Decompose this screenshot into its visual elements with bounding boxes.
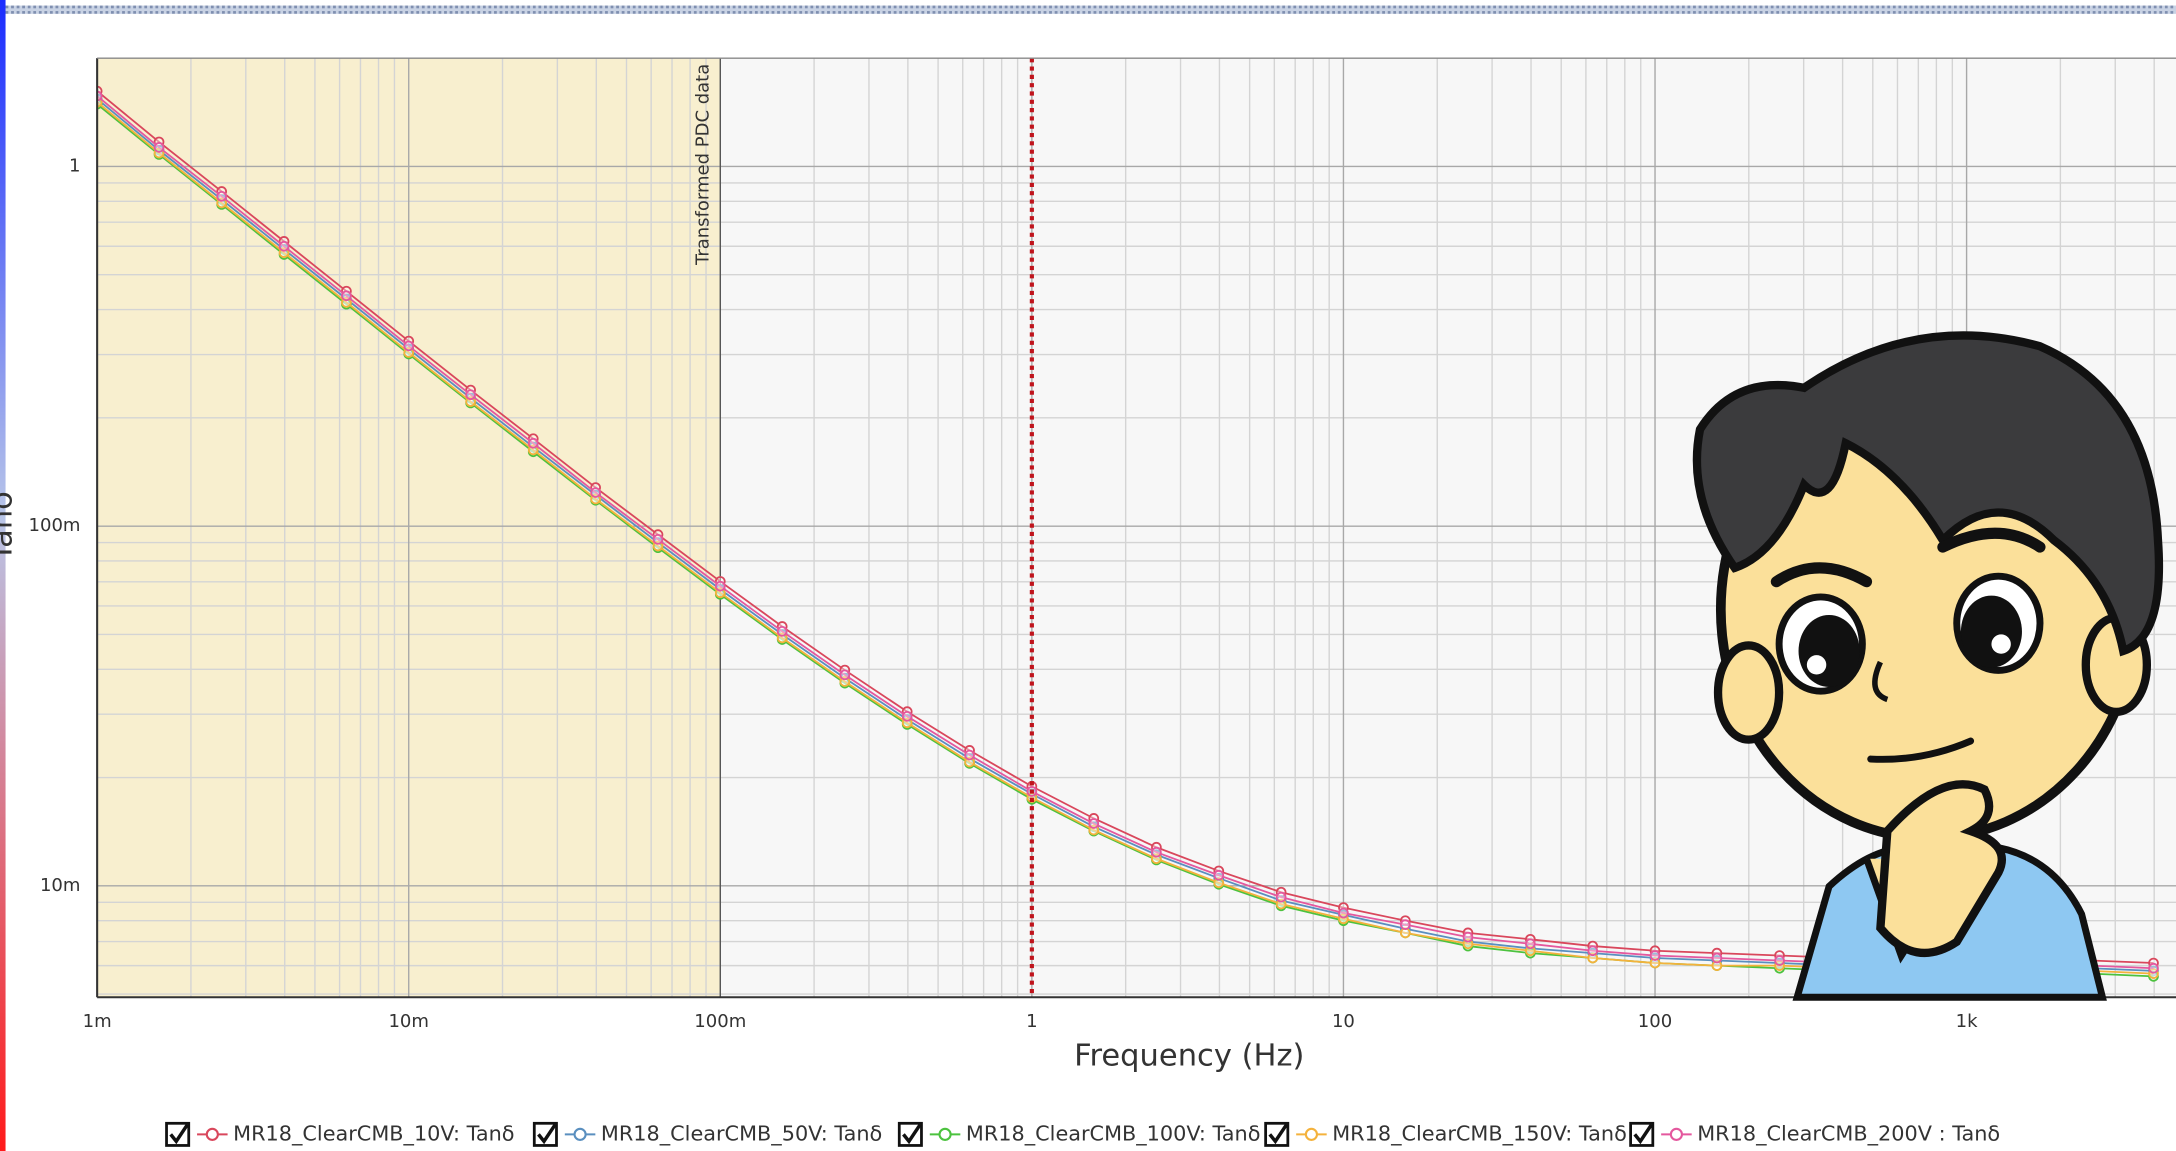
- data-point: [776, 625, 788, 637]
- x-tick-label: 1m: [83, 1011, 112, 1032]
- top-border: [0, 5, 2176, 14]
- data-point: [1213, 877, 1225, 889]
- data-point: [1711, 960, 1723, 971]
- data-point: [278, 240, 290, 252]
- data-point: [901, 710, 913, 722]
- y-tick-label: 10m: [40, 875, 81, 896]
- legend-label[interactable]: MR18_ClearCMB_100V: Tanδ: [966, 1121, 1261, 1146]
- legend-check: [1268, 1123, 1288, 1145]
- legend-marker: [1669, 1127, 1683, 1141]
- data-point: [714, 580, 726, 592]
- legend-label[interactable]: MR18_ClearCMB_10V: Tanδ: [233, 1121, 514, 1146]
- legend-check: [1633, 1123, 1653, 1145]
- data-point: [1275, 891, 1287, 903]
- y-tick-label: 100m: [29, 515, 81, 536]
- legend-label[interactable]: MR18_ClearCMB_200V : Tanδ: [1697, 1121, 2000, 1146]
- x-tick-label: 10: [1332, 1011, 1355, 1032]
- legend-marker: [205, 1127, 219, 1141]
- x-axis-label: Frequency (Hz): [1074, 1038, 1304, 1073]
- data-point: [1649, 950, 1661, 961]
- axes: 1m 10m 100m 1 10 100 1k 10m 100m 1 Frequency (Hz) T…: [0, 57, 2176, 1073]
- left-edge: [0, 0, 6, 1151]
- data-point: [216, 190, 228, 202]
- data-point: [964, 749, 975, 761]
- data-point: [590, 487, 601, 498]
- x-tick-label: 1: [1026, 1011, 1037, 1032]
- legend-marker: [1304, 1127, 1319, 1141]
- data-point: [2148, 962, 2159, 974]
- legend-check: [169, 1123, 189, 1145]
- data-point: [1088, 818, 1100, 829]
- x-tick-label: 100: [1638, 1011, 1672, 1032]
- data-point: [527, 437, 539, 449]
- data-point: [839, 669, 851, 681]
- legend-check: [902, 1123, 922, 1145]
- data-point: [1151, 846, 1162, 858]
- data-point: [1525, 938, 1536, 950]
- data-point: [403, 340, 415, 352]
- data-point: [1338, 907, 1349, 919]
- data-point: [1462, 931, 1474, 943]
- legend-marker: [573, 1127, 587, 1141]
- region-label: Transformed PDC data: [693, 64, 714, 266]
- x-tick-label: 1k: [1956, 1011, 1978, 1032]
- cartoon-character: [1692, 331, 2164, 1001]
- legend-label[interactable]: MR18_ClearCMB_150V: Tanδ: [1332, 1121, 1627, 1146]
- data-point: [341, 290, 352, 302]
- data-point: [652, 533, 664, 545]
- legend-label[interactable]: MR18_ClearCMB_50V: Tanδ: [601, 1121, 882, 1146]
- legend-marker: [938, 1127, 952, 1141]
- x-tick-label: 10m: [388, 1011, 429, 1032]
- y-axis-label: Tanδ: [0, 491, 19, 562]
- data-point: [1399, 919, 1411, 930]
- y-tick-label: 1: [69, 155, 80, 176]
- data-point: [1587, 952, 1599, 964]
- data-point: [153, 142, 165, 153]
- legend: MR18_ClearCMB_10V: Tanδ MR18_ClearCMB_50V…: [165, 1121, 2000, 1147]
- data-point: [1213, 869, 1225, 881]
- data-point: [1587, 945, 1599, 957]
- legend-check: [537, 1123, 557, 1145]
- data-point: [465, 389, 476, 401]
- data-point: [1711, 952, 1723, 964]
- data-point: [1774, 955, 1785, 966]
- data-point: [1649, 957, 1661, 969]
- x-tick-label: 100m: [694, 1011, 746, 1032]
